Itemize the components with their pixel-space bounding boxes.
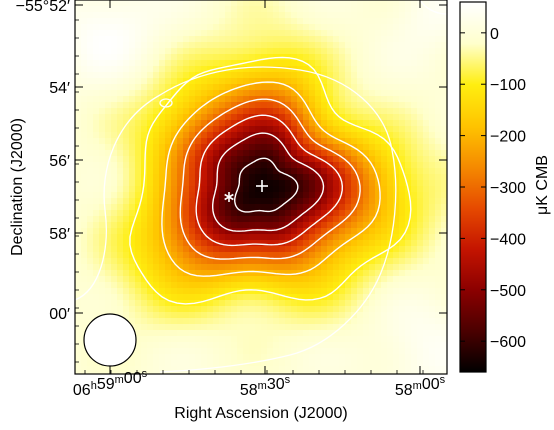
map-frame — [74, 0, 448, 375]
y-tick-label: 58′ — [49, 226, 70, 243]
colorbar-tick-label: −200 — [490, 129, 526, 146]
y-tick-label: 00′ — [49, 306, 70, 323]
x-axis: 06h59m00s 58m30s 58m00s — [73, 0, 446, 399]
x-tick-label: 58m00s — [395, 374, 446, 399]
y-tick-label: 56′ — [49, 153, 70, 170]
colorbar-label: μK CMB — [534, 155, 551, 215]
heatmap-image — [75, 0, 447, 374]
contour-level-300 — [179, 98, 361, 260]
colorbar: 0 −100 −200 −300 −400 −500 −600 — [459, 1, 526, 373]
contour-level-600 — [233, 157, 299, 213]
x-axis-label: Right Ascension (J2000) — [174, 405, 347, 422]
contour-island — [159, 98, 173, 108]
contour-level-200 — [161, 81, 381, 277]
y-tick-label: −55°52′ — [16, 0, 70, 15]
colorbar-tick-label: 0 — [490, 26, 499, 43]
colorbar-tick-label: −500 — [490, 283, 526, 300]
contour-level-100 — [129, 56, 412, 305]
plus-marker — [256, 180, 268, 192]
colorbar-tick-label: −400 — [490, 231, 526, 248]
markers — [83, 180, 268, 367]
colorbar-tick-label: −600 — [490, 334, 526, 351]
contour-lines — [75, 0, 447, 373]
y-axis-label: Declination (J2000) — [9, 118, 26, 256]
x-tick-label: 06h59m00s — [73, 368, 148, 399]
y-tick-label: 54′ — [49, 80, 70, 97]
contour-level-500 — [212, 132, 325, 232]
asterisk-marker — [224, 192, 234, 202]
colorbar-tick-label: −100 — [490, 77, 526, 94]
beam-circle — [83, 313, 137, 367]
contour-outer — [75, 66, 397, 373]
x-tick-label: 58m30s — [240, 374, 291, 399]
contour-level-400 — [195, 114, 344, 247]
y-axis: −55°52′ 54′ 56′ 58′ 00′ — [16, 0, 447, 363]
contour-corner — [419, 0, 447, 15]
colorbar-tick-label: −300 — [490, 180, 526, 197]
